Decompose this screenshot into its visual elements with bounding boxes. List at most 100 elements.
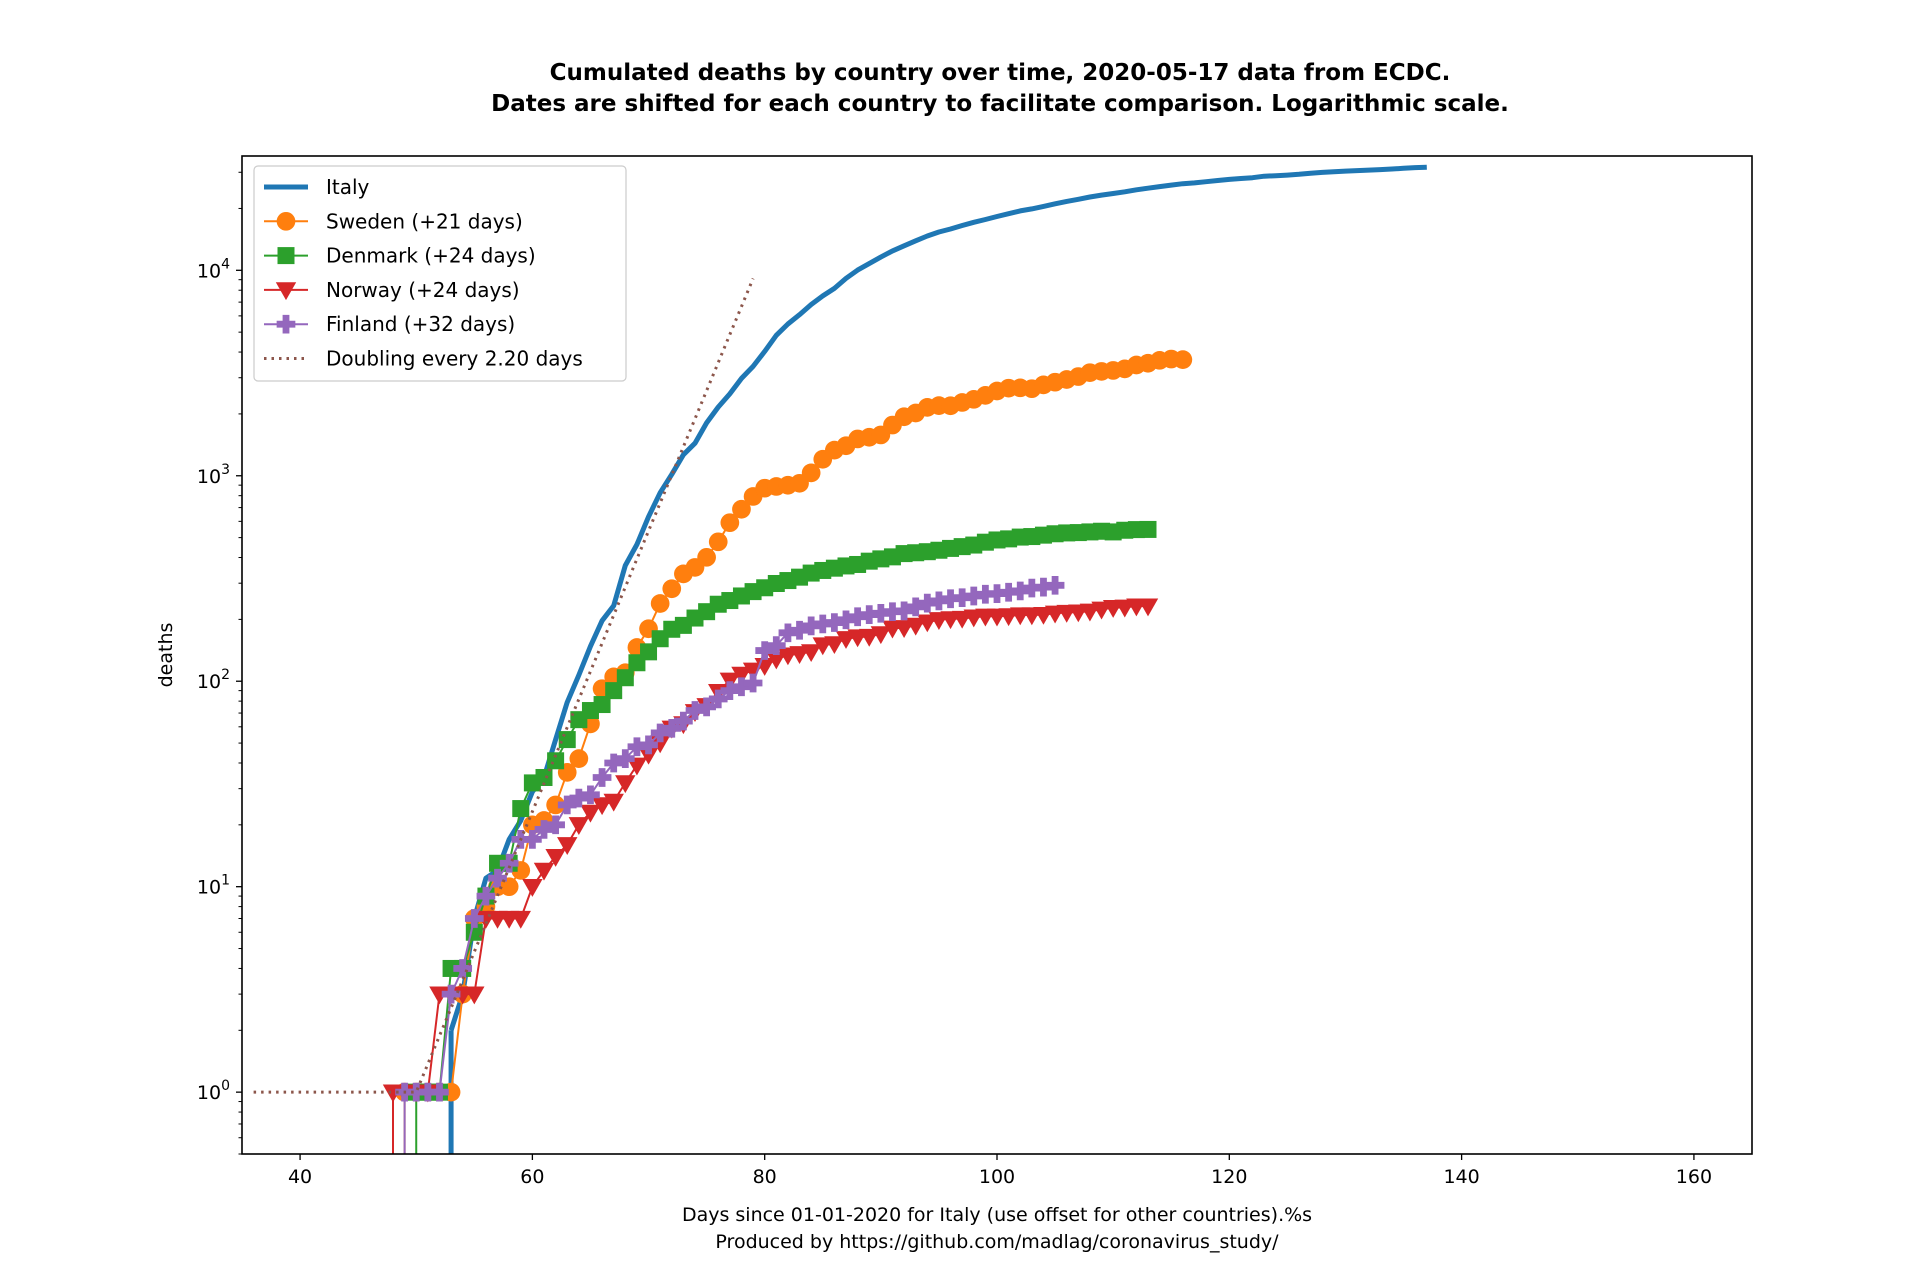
sweden-point-13 [546, 795, 565, 815]
finland-point-37 [825, 613, 844, 632]
norway-point-46 [917, 614, 938, 633]
sweden-point-15 [569, 749, 589, 768]
finland-point-12 [534, 820, 554, 839]
sweden-point-23 [662, 579, 682, 599]
finland-point-29 [732, 677, 751, 697]
finland-point-7 [476, 886, 496, 906]
denmark-point-9 [512, 800, 530, 818]
sweden-point-67 [1173, 350, 1193, 369]
finland-point-40 [859, 605, 879, 624]
finland-point-13 [546, 815, 565, 835]
norway-point-33 [766, 651, 787, 670]
norway-point-22 [638, 746, 659, 765]
finland-point-32 [766, 636, 786, 655]
norway-point-60 [1079, 603, 1101, 622]
sweden-point-27 [708, 532, 728, 552]
norway-point-15 [557, 837, 578, 855]
x-tick-label: 160 [1676, 1166, 1712, 1188]
sweden-point-22 [650, 594, 670, 613]
finland-point-25 [685, 701, 705, 720]
series-sweden [395, 349, 1193, 1154]
x-tick-label: 140 [1443, 1166, 1479, 1188]
legend-item-italy: Italy [264, 175, 370, 199]
legend-label: Denmark (+24 days) [326, 244, 536, 268]
legend-box [253, 165, 627, 382]
legend-marker [277, 247, 295, 265]
finland-point-46 [929, 591, 949, 611]
x-tick-label: 40 [288, 1166, 312, 1188]
denmark-point-20 [640, 643, 658, 661]
norway-point-19 [603, 793, 624, 812]
finland-point-49 [964, 586, 984, 606]
denmark-point-13 [558, 731, 576, 749]
chart-subtitle: Dates are shifted for each country to fa… [491, 91, 1509, 117]
denmark-point-16 [593, 696, 611, 714]
finland-point-16 [581, 785, 600, 805]
finland-point-23 [662, 718, 682, 738]
finland-point-41 [871, 603, 891, 623]
finland-point-51 [987, 584, 1007, 603]
x-tick-label: 60 [520, 1166, 544, 1188]
norway-point-17 [580, 804, 601, 823]
finland-point-44 [906, 597, 926, 617]
norway-point-38 [824, 636, 845, 655]
finland-point-52 [999, 582, 1018, 602]
sweden-point-35 [801, 463, 821, 483]
finland-point-55 [1034, 577, 1053, 597]
norway-point-42 [870, 626, 892, 645]
finland-point-17 [592, 768, 612, 787]
finland-point-22 [650, 723, 670, 743]
denmark-point-17 [605, 682, 623, 700]
x-axis-ticks: 40 60 80 100 120 140 160 [288, 1154, 1712, 1188]
finland-point-15 [569, 788, 589, 808]
sweden-line [404, 358, 1183, 1094]
legend-label: Norway (+24 days) [326, 278, 520, 302]
finland-point-53 [1010, 581, 1030, 601]
finland-point-45 [917, 593, 937, 613]
plot-series [253, 164, 1427, 1154]
finland-point-38 [836, 610, 856, 630]
y-tick-label: 102 [197, 667, 230, 693]
y-tick-label: 104 [197, 256, 230, 282]
chart-title: Cumulated deaths by country over time, 2… [550, 60, 1451, 86]
finland-point-30 [743, 673, 763, 693]
finland-point-19 [615, 749, 635, 768]
doubling-line [253, 277, 755, 1094]
finland-point-48 [952, 588, 972, 608]
norway-point-30 [731, 666, 752, 685]
norway-point-36 [800, 644, 822, 663]
norway-point-12 [522, 879, 543, 897]
legend-item-norway: Norway (+24 days) [264, 278, 520, 302]
denmark-point-18 [616, 669, 634, 687]
finland-point-36 [813, 614, 833, 634]
y-axis-label: deaths [155, 623, 177, 688]
finland-line [404, 584, 1056, 1094]
finland-point-27 [708, 689, 728, 709]
finland-point-18 [604, 753, 624, 773]
denmark-point-11 [535, 768, 553, 786]
finland-point-14 [557, 795, 577, 815]
legend-marker [276, 314, 296, 334]
legend-label: Finland (+32 days) [326, 312, 515, 336]
legend-item-finland: Finland (+32 days) [264, 312, 515, 336]
norway-point-11 [510, 910, 531, 929]
finland-point-3 [430, 1082, 449, 1102]
finland-point-56 [1045, 575, 1065, 595]
legend-label: Italy [326, 175, 370, 199]
legend-label: Doubling every 2.20 days [326, 347, 583, 371]
finland-point-50 [976, 584, 995, 604]
legend-item-sweden: Sweden (+21 days) [264, 209, 523, 233]
finland-point-33 [778, 623, 798, 643]
sweden-point-29 [732, 499, 751, 519]
x-axis-label-credit: Produced by https://github.com/madlag/co… [715, 1231, 1279, 1253]
legend: Italy Sweden (+21 days) Denmark (+24 days)… [253, 165, 627, 382]
finland-point-8 [488, 868, 507, 888]
legend-label: Sweden (+21 days) [326, 209, 523, 233]
finland-point-20 [627, 737, 647, 757]
y-axis-ticks: 100 101 102 103 104 [197, 171, 242, 1155]
norway-point-7 [464, 986, 485, 1005]
norway-point-41 [859, 628, 880, 647]
legend-item-denmark: Denmark (+24 days) [264, 244, 536, 268]
legend-marker [275, 282, 297, 301]
